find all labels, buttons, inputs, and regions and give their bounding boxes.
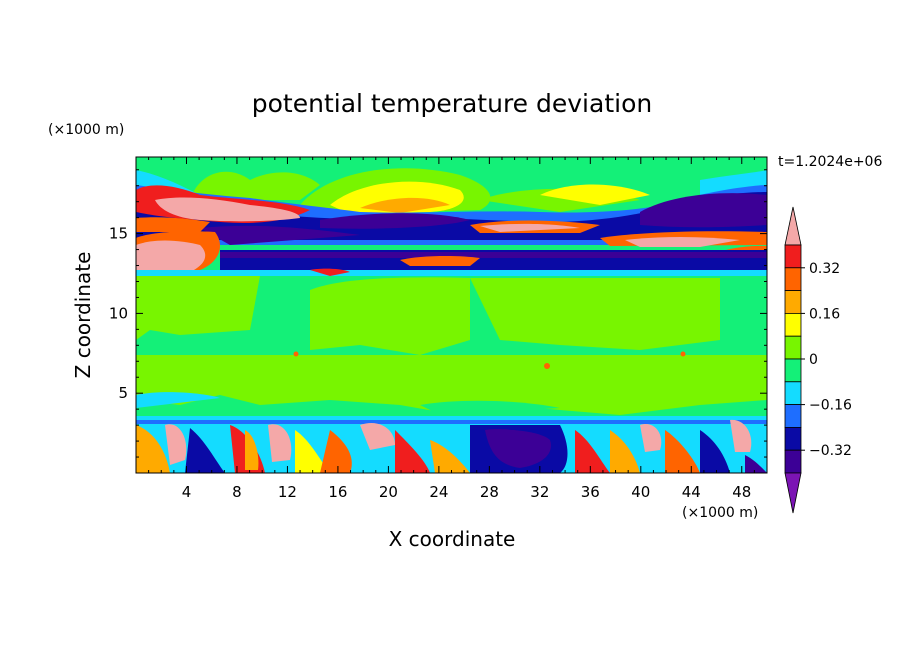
colorbar-tick-label: −0.16 bbox=[809, 398, 852, 414]
colorbar-box bbox=[784, 312, 802, 337]
mid-cyan-1 bbox=[136, 392, 220, 408]
upper-plume-1 bbox=[190, 171, 320, 200]
y-tick-label: 5 bbox=[118, 384, 128, 402]
negative-band-orange bbox=[400, 255, 480, 266]
bl-blob-6 bbox=[268, 424, 292, 462]
bl-blob-20 bbox=[745, 455, 767, 473]
bl-blob-15 bbox=[610, 430, 640, 473]
bl-blob-13 bbox=[485, 429, 551, 468]
x-axis-title: X coordinate bbox=[389, 527, 516, 551]
colorbar-box bbox=[784, 381, 802, 405]
colorbar-box bbox=[784, 426, 802, 451]
upper-orange-1 bbox=[136, 217, 210, 232]
x-tick-label: 32 bbox=[530, 483, 549, 501]
mid-plume-4 bbox=[136, 355, 767, 415]
upper-band-indigo-2 bbox=[640, 193, 767, 228]
upper-band-indigo-3 bbox=[200, 225, 360, 245]
upper-band-indigo-1 bbox=[320, 213, 470, 229]
colorbar-tick-label: 0.32 bbox=[809, 261, 840, 277]
colorbar-extend-top bbox=[784, 206, 802, 246]
x-tick-label: 20 bbox=[379, 483, 398, 501]
time-label: t=1.2024e+06 bbox=[778, 154, 882, 170]
x-tick-label: 44 bbox=[682, 483, 701, 501]
bl-blob-1 bbox=[136, 425, 170, 473]
colorbar-extend-bottom bbox=[784, 472, 802, 514]
x-tick-label: 8 bbox=[232, 483, 242, 501]
bl-blob-19 bbox=[730, 419, 752, 452]
bl-blob-9 bbox=[360, 422, 395, 450]
upper-left-pink bbox=[136, 240, 206, 272]
colorbar-box bbox=[784, 290, 802, 314]
spot-2 bbox=[544, 363, 550, 369]
contour-field bbox=[136, 157, 767, 473]
x-axis-ticks: 4 8 12 16 20 24 28 32 36 40 44 48 bbox=[148, 157, 755, 501]
upper-pink-2 bbox=[480, 223, 580, 232]
colorbar-tick-label: 0 bbox=[809, 352, 818, 368]
upper-pink-3 bbox=[625, 237, 740, 247]
band-lower-edge bbox=[136, 270, 767, 276]
colorbar-tick-label: −0.32 bbox=[809, 443, 852, 459]
colorbar-box bbox=[784, 404, 802, 428]
x-unit-label: (×1000 m) bbox=[682, 505, 758, 521]
bl-blob-14 bbox=[575, 430, 610, 473]
colorbar-box bbox=[784, 449, 802, 474]
colorbar: 0.32 0.16 0 −0.16 −0.32 bbox=[784, 206, 852, 514]
upper-plume-6 bbox=[540, 184, 650, 205]
bl-blob-18 bbox=[700, 430, 730, 473]
y-tick-label: 10 bbox=[109, 304, 128, 322]
y-axis-title: Z coordinate bbox=[71, 252, 95, 379]
x-tick-label: 48 bbox=[732, 483, 751, 501]
x-tick-label: 24 bbox=[429, 483, 448, 501]
bl-blob-16 bbox=[640, 424, 662, 452]
bl-blob-8 bbox=[320, 430, 352, 473]
spot-3 bbox=[680, 351, 686, 357]
bl-blob-7 bbox=[295, 430, 330, 473]
x-tick-label: 36 bbox=[581, 483, 600, 501]
bl-blob-17 bbox=[665, 430, 700, 473]
colorbar-tick-label: 0.16 bbox=[809, 306, 840, 322]
upper-plume-4 bbox=[360, 197, 450, 213]
x-tick-label: 4 bbox=[182, 483, 192, 501]
colorbar-box bbox=[784, 335, 802, 360]
bl-blob-2 bbox=[165, 424, 187, 465]
x-tick-label: 12 bbox=[278, 483, 297, 501]
bl-blob-3 bbox=[185, 428, 225, 473]
bl-blob-10 bbox=[395, 430, 430, 473]
colorbar-box bbox=[784, 244, 802, 269]
band-lower-red bbox=[310, 268, 350, 276]
x-tick-label: 16 bbox=[328, 483, 347, 501]
chart-title: potential temperature deviation bbox=[252, 89, 652, 118]
mid-green-1 bbox=[420, 400, 560, 415]
colorbar-box bbox=[784, 358, 802, 383]
x-tick-label: 28 bbox=[480, 483, 499, 501]
y-axis-ticks: 5 10 15 bbox=[109, 169, 767, 458]
y-tick-label: 15 bbox=[109, 225, 128, 243]
y-unit-label: (×1000 m) bbox=[48, 122, 124, 138]
x-tick-label: 40 bbox=[631, 483, 650, 501]
bl-blob-5 bbox=[245, 430, 259, 470]
spot-1 bbox=[293, 351, 299, 357]
mid-plume-1 bbox=[136, 276, 260, 340]
mid-plume-3 bbox=[470, 278, 720, 350]
negative-band-core bbox=[220, 252, 767, 258]
mid-plume-2 bbox=[310, 277, 470, 355]
bl-blob-11 bbox=[430, 440, 470, 473]
upper-pink-1 bbox=[155, 197, 300, 222]
bl-top-edge bbox=[136, 420, 767, 424]
colorbar-box bbox=[784, 267, 802, 291]
